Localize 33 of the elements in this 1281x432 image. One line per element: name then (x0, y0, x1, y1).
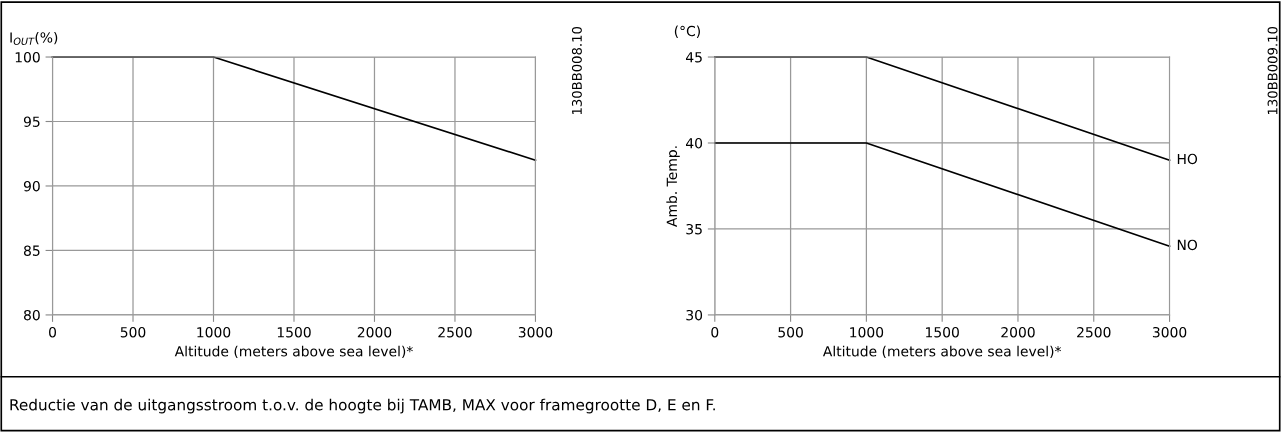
y-tick-label: 90 (23, 180, 40, 192)
x-tick-label: 2000 (1001, 326, 1035, 338)
x-tick-label: 500 (778, 326, 803, 338)
series-label: HO (1177, 153, 1198, 165)
text: Reductie van de uitgangsstroom t.o.v. de hoogte bij TAMB, MAX voor framegrootte D, E en F. (10, 398, 715, 414)
x-tick-label: 2500 (438, 326, 472, 338)
x-tick-label: 3000 (1152, 326, 1187, 338)
series-label: NO (1177, 239, 1198, 251)
y-tick-label: 80 (23, 309, 40, 321)
x-tick-label: 1500 (926, 326, 959, 338)
text: (°C) (674, 25, 700, 38)
x-tick-label: 0 (711, 326, 719, 338)
y-tick-label: 95 (23, 116, 40, 127)
x-tick-label: 2000 (357, 326, 392, 338)
y-tick-label: 35 (686, 223, 702, 235)
x-tick-label: 1000 (850, 326, 884, 338)
x-tick-label: 1500 (277, 326, 311, 338)
y-axis-title: I$_{OUT}$(%) (10, 31, 58, 45)
y-tick-label: 30 (686, 309, 703, 321)
x-tick-label: 2500 (1077, 326, 1111, 338)
y-tick-label: 40 (686, 137, 703, 149)
x-tick-label: 3000 (518, 326, 553, 338)
text: 130BB009.10 (1267, 26, 1278, 115)
x-tick-label: 500 (120, 326, 146, 338)
x-tick-label: 1000 (197, 326, 231, 338)
x-axis-title: Altitude (meters above sea level)* (822, 345, 1062, 359)
y-tick-label: 85 (23, 245, 40, 256)
x-axis-title: Altitude (meters above sea level)* (174, 345, 413, 359)
y-tick-label: 45 (686, 52, 702, 63)
text: 130BB008.10 (571, 26, 582, 115)
y-tick-label: 100 (15, 51, 40, 63)
y-axis-title: Amb. Temp. (666, 146, 680, 227)
x-tick-label: 0 (49, 326, 57, 338)
